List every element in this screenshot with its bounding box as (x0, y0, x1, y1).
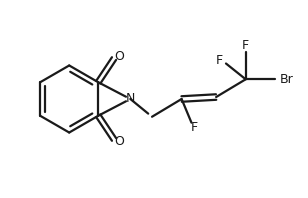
Text: F: F (191, 121, 198, 134)
Text: F: F (216, 54, 223, 67)
Text: O: O (114, 135, 124, 148)
Text: O: O (114, 50, 124, 63)
Text: F: F (242, 39, 249, 52)
Text: Br: Br (280, 73, 294, 86)
Text: N: N (126, 92, 135, 106)
